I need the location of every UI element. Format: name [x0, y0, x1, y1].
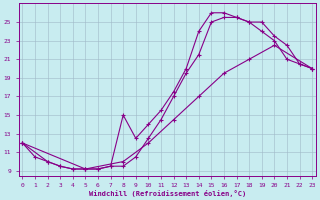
X-axis label: Windchill (Refroidissement éolien,°C): Windchill (Refroidissement éolien,°C) [89, 190, 246, 197]
